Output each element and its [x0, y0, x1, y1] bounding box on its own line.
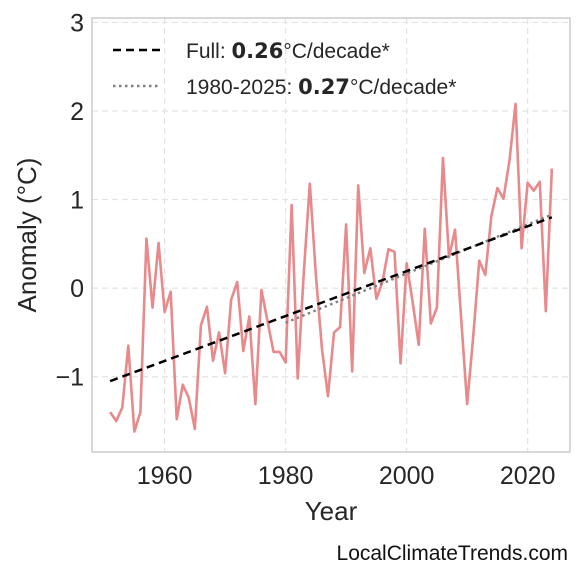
legend-recent-unit: °C/decade*: [350, 76, 456, 99]
legend-full-rate: 0.26: [232, 39, 284, 63]
legend-entry-full: Full: 0.26°C/decade*: [186, 39, 390, 63]
x-axis-ticks: 1960 1980 2000 2020: [137, 462, 556, 490]
y-tick-label: 3: [70, 9, 84, 37]
anomaly-series-line: [109, 102, 554, 433]
trend-line-full: [109, 216, 553, 383]
y-axis-label: Anomaly (°C): [12, 158, 42, 313]
y-tick-label: −1: [55, 364, 84, 392]
plot-frame: [91, 17, 571, 453]
legend: Full: 0.26°C/decade* 1980-2025: 0.27°C/d…: [113, 39, 456, 99]
y-tick-label: 0: [70, 275, 84, 303]
series-layer: [109, 102, 554, 433]
x-tick-label: 1980: [258, 462, 314, 490]
x-tick-label: 2000: [379, 462, 435, 490]
legend-entry-recent: 1980-2025: 0.27°C/decade*: [186, 75, 456, 99]
x-tick-label: 1960: [137, 462, 193, 490]
x-tick-label: 2020: [500, 462, 556, 490]
legend-full-unit: °C/decade*: [283, 40, 389, 63]
trend-line-recent: [285, 213, 553, 324]
credit-text: LocalClimateTrends.com: [337, 542, 568, 565]
legend-recent-name: 1980-2025: [186, 76, 286, 99]
legend-recent-rate: 0.27: [298, 75, 350, 99]
y-tick-label: 1: [70, 187, 84, 215]
y-axis-ticks: −1 0 1 2 3: [55, 9, 84, 391]
grid-layer: [92, 18, 570, 452]
x-axis-label: Year: [305, 496, 358, 526]
y-tick-label: 2: [70, 98, 84, 126]
legend-full-name: Full: [186, 40, 220, 63]
